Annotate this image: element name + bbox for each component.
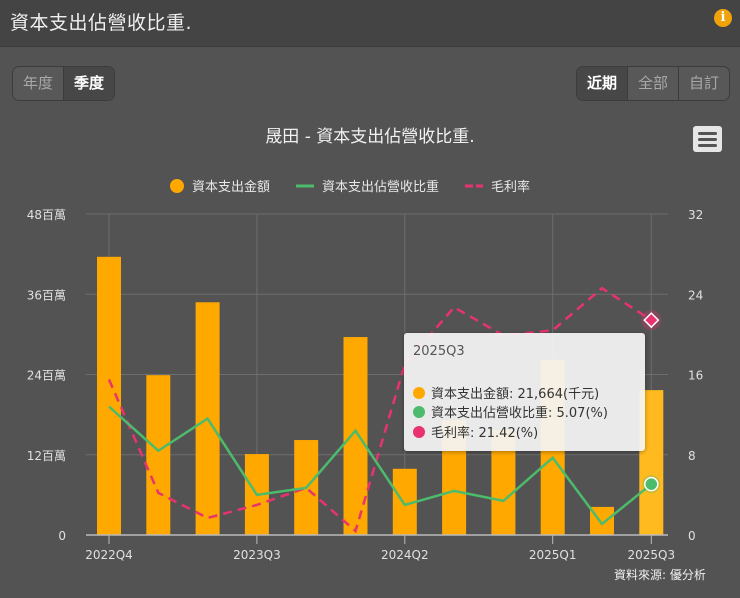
legend-item-capex[interactable]: 資本支出金額 (170, 176, 270, 195)
svg-text:0: 0 (58, 529, 66, 543)
green-line-icon (296, 184, 315, 187)
chart-title: 晟田 - 資本支出佔營收比重. (265, 127, 475, 147)
tooltip: 2025Q3 資本支出金額: 21,664(千元) 資本支出佔營收比重: 5.0… (404, 333, 645, 451)
legend-item-margin[interactable]: 毛利率 (465, 176, 530, 195)
tooltip-row-label: 資本支出金額: 21,664(千元) (431, 387, 600, 402)
svg-text:0: 0 (688, 529, 696, 543)
tooltip-row-label: 資本支出佔營收比重: 5.07(%) (431, 406, 608, 421)
info-icon[interactable]: i (714, 9, 732, 27)
legend-label: 毛利率 (491, 180, 531, 195)
tooltip-row: 毛利率: 21.42(%) (413, 422, 538, 441)
legend-label: 資本支出佔營收比重 (322, 180, 440, 195)
range-custom-button[interactable]: 自訂 (689, 74, 720, 92)
period-toggle: 年度 季度 (12, 66, 116, 101)
range-toggle: 近期 全部 自訂 (576, 66, 731, 101)
svg-text:2024Q2: 2024Q2 (381, 548, 429, 562)
legend-label: 資本支出金額 (192, 180, 271, 195)
tooltip-title: 2025Q3 (413, 344, 465, 359)
orange-dot-icon (170, 178, 184, 193)
hamburger-icon (698, 144, 717, 147)
svg-text:2025Q1: 2025Q1 (529, 548, 577, 562)
dashed-line-icon (465, 184, 484, 187)
hamburger-icon (698, 138, 717, 141)
pink-dot-icon (413, 425, 425, 438)
svg-text:2022Q4: 2022Q4 (85, 548, 133, 562)
page-title: 資本支出佔營收比重. (10, 12, 193, 34)
header: 資本支出佔營收比重. i (0, 0, 740, 47)
svg-text:8: 8 (688, 449, 696, 463)
orange-dot-icon (413, 386, 425, 399)
range-all-button[interactable]: 全部 (628, 67, 680, 100)
svg-text:16: 16 (688, 369, 703, 383)
svg-text:32: 32 (688, 208, 703, 222)
svg-text:48百萬: 48百萬 (27, 208, 66, 222)
tooltip-row: 資本支出金額: 21,664(千元) (413, 383, 599, 402)
chart-legend: 資本支出金額 資本支出佔營收比重 毛利率 (170, 176, 556, 195)
hamburger-icon (698, 132, 717, 135)
range-recent-button[interactable]: 近期 (577, 67, 629, 100)
legend-item-ratio[interactable]: 資本支出佔營收比重 (296, 176, 439, 195)
svg-text:36百萬: 36百萬 (27, 288, 66, 302)
tooltip-row: 資本支出佔營收比重: 5.07(%) (413, 402, 608, 421)
svg-text:24百萬: 24百萬 (27, 369, 66, 383)
tooltip-row-label: 毛利率: 21.42(%) (431, 426, 539, 441)
svg-text:2023Q3: 2023Q3 (233, 548, 281, 562)
data-source: 資料來源: 優分析 (614, 568, 706, 582)
svg-text:24: 24 (688, 288, 703, 302)
period-quarterly-button[interactable]: 季度 (64, 67, 115, 100)
period-annual-button[interactable]: 年度 (13, 67, 65, 100)
svg-text:2025Q3: 2025Q3 (627, 548, 675, 562)
green-dot-icon (413, 405, 425, 418)
svg-text:12百萬: 12百萬 (27, 449, 66, 463)
chart-menu-button[interactable] (693, 126, 722, 152)
